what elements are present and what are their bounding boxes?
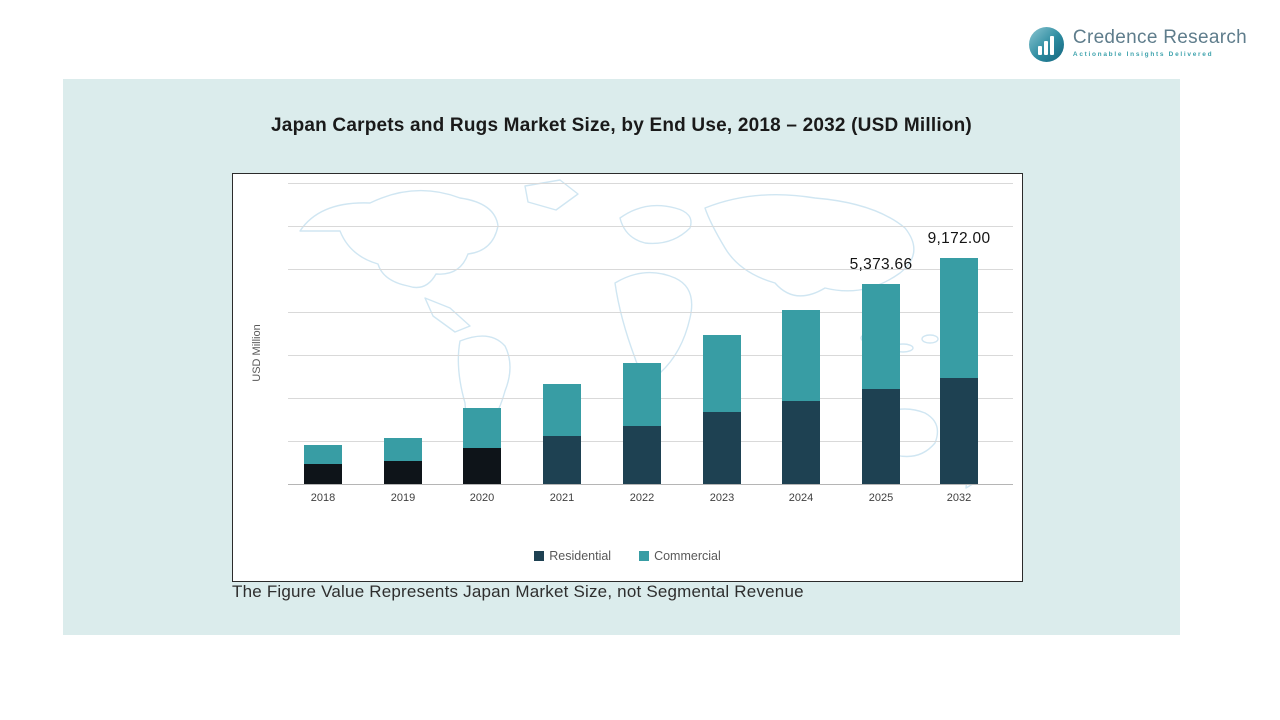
logo-text: Credence Research Actionable Insights De…: [1073, 27, 1247, 58]
residential-segment: [623, 426, 661, 484]
credence-research-logo: Credence Research Actionable Insights De…: [1028, 27, 1247, 62]
commercial-segment: [463, 408, 501, 448]
residential-segment: [543, 436, 581, 484]
gridline: [288, 312, 1013, 313]
stacked-bar-2021: [543, 384, 581, 484]
stacked-bar-2018: [304, 445, 342, 484]
chart-footnote: The Figure Value Represents Japan Market…: [232, 582, 804, 601]
stacked-bar-2019: [384, 438, 422, 484]
stacked-bar-2022: [623, 363, 661, 484]
residential-segment: [463, 448, 501, 484]
commercial-segment: [862, 284, 900, 389]
chart-box: USD Million 2018 2019 2020 2021 2022 2023 2024…: [232, 173, 1023, 582]
legend-swatch-icon: [534, 551, 545, 561]
legend-label: Residential: [549, 549, 612, 563]
gridline: [288, 183, 1013, 184]
commercial-segment: [703, 335, 741, 412]
x-axis-label: 2018: [310, 492, 336, 504]
logo-tagline: Actionable Insights Delivered: [1072, 51, 1214, 58]
x-axis-label: 2023: [709, 492, 735, 504]
legend-item-residential: Residential: [534, 549, 611, 563]
gridline: [288, 269, 1013, 270]
logo-bar-icon: [1044, 41, 1049, 55]
x-axis-label: 2021: [549, 492, 575, 504]
stacked-bar-2032: [940, 258, 978, 484]
logo-barchart-icon: [1028, 27, 1064, 62]
stacked-bar-2023: [703, 335, 741, 484]
content-panel: Japan Carpets and Rugs Market Size, by E…: [63, 79, 1180, 635]
residential-segment: [940, 378, 978, 484]
chart-legend: Residential Commercial: [233, 549, 1022, 563]
commercial-segment: [782, 310, 820, 401]
commercial-segment: [543, 384, 581, 436]
stacked-bar-2020: [463, 408, 501, 484]
x-axis-label: 2019: [390, 492, 416, 504]
gridline: [288, 226, 1013, 227]
commercial-segment: [304, 445, 342, 464]
residential-segment: [384, 461, 422, 484]
commercial-segment: [940, 258, 978, 378]
stacked-bar-2024: [782, 310, 820, 484]
legend-item-commercial: Commercial: [639, 549, 721, 563]
logo-bar-icon: [1050, 36, 1055, 55]
logo-title: Credence Research: [1072, 27, 1247, 48]
legend-label: Commercial: [654, 549, 721, 563]
commercial-segment: [623, 363, 661, 426]
residential-segment: [862, 389, 900, 484]
stacked-bar-2025: [862, 284, 900, 484]
residential-segment: [703, 412, 741, 484]
residential-segment: [782, 401, 820, 484]
data-label-2025: 5,373.66: [849, 256, 913, 273]
gridline: [288, 484, 1013, 485]
x-axis-label: 2032: [946, 492, 972, 504]
x-axis-label: 2022: [629, 492, 655, 504]
y-axis-title: USD Million: [251, 324, 263, 382]
x-axis-label: 2024: [788, 492, 814, 504]
gridline: [288, 355, 1013, 356]
x-axis-label: 2025: [868, 492, 894, 504]
residential-segment: [304, 464, 342, 484]
logo-bar-icon: [1038, 46, 1043, 55]
data-label-2032: 9,172.00: [927, 230, 991, 247]
commercial-segment: [384, 438, 422, 461]
plot-area: USD Million 2018 2019 2020 2021 2022 2023 2024…: [233, 174, 1022, 581]
legend-swatch-icon: [639, 551, 650, 561]
x-axis-label: 2020: [469, 492, 495, 504]
chart-title: Japan Carpets and Rugs Market Size, by E…: [271, 115, 972, 136]
